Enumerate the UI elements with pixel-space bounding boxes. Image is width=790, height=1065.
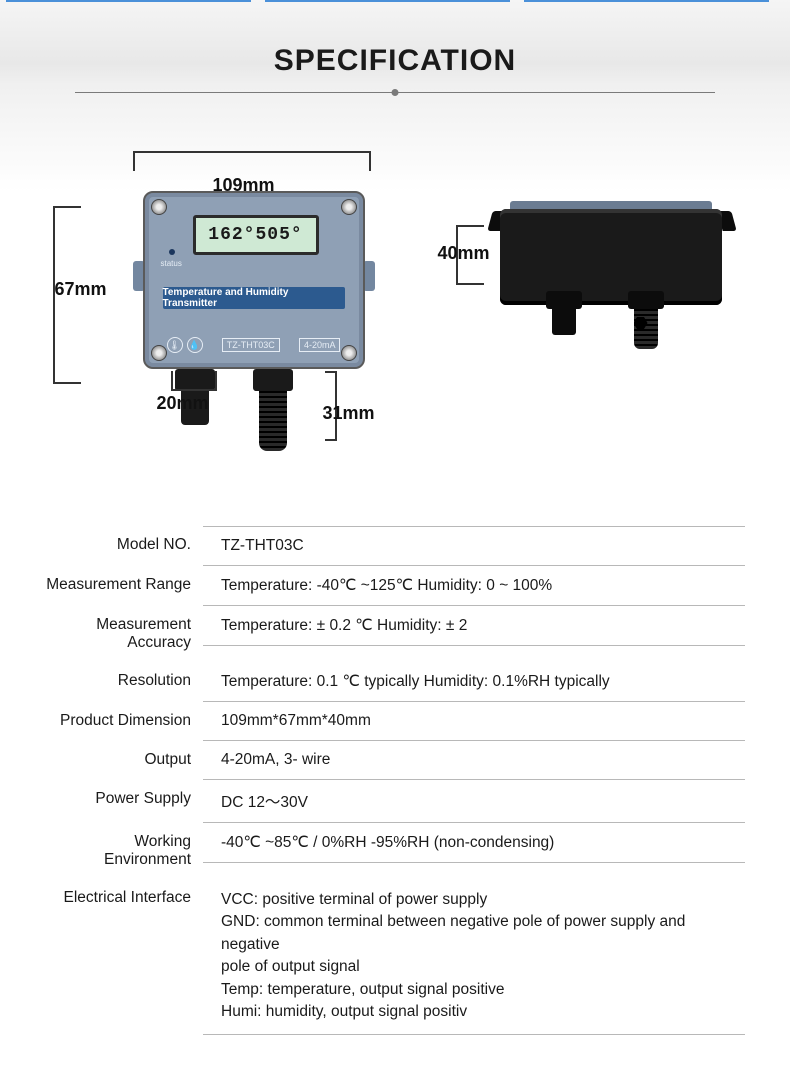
side-view-figure: 40mm <box>438 151 738 361</box>
spec-label: Measurement Range <box>45 566 203 604</box>
spec-row: Electrical InterfaceVCC: positive termin… <box>45 879 745 1035</box>
spec-table: Model NO.TZ-THT03CMeasurement RangeTempe… <box>45 526 745 1035</box>
spec-row: Output4-20mA, 3- wire <box>45 741 745 780</box>
spec-value: TZ-THT03C <box>203 526 745 566</box>
product-figures: 109mm 67mm 162°505° status Temperature a… <box>0 151 790 466</box>
accent-bar <box>6 0 251 2</box>
screw-icon <box>341 345 357 361</box>
spec-value: -40℃ ~85℃ / 0%RH -95%RH (non-condensing) <box>203 823 745 863</box>
dimension-gland-width: 20mm <box>157 393 209 414</box>
spec-value: DC 12～30V <box>203 780 745 823</box>
droplet-icon: 💧 <box>187 337 203 353</box>
sensor-probe <box>628 291 664 335</box>
accent-bar <box>524 0 769 2</box>
dimension-bracket-gland <box>171 371 217 391</box>
dimension-probe-length: 31mm <box>323 403 375 424</box>
spec-label: Output <box>45 741 203 779</box>
spec-value: Temperature: 0.1 ℃ typically Humidity: 0… <box>203 662 745 702</box>
spec-row: Measurement AccuracyTemperature: ± 0.2 ℃… <box>45 606 745 662</box>
dimension-depth: 40mm <box>438 243 490 264</box>
spec-value: Temperature: -40℃ ~125℃ Humidity: 0 ~ 10… <box>203 566 745 606</box>
device-output-label: 4-20mA <box>299 338 341 352</box>
spec-value: VCC: positive terminal of power supplyGN… <box>203 879 745 1035</box>
device-model-label: TZ-THT03C <box>222 338 280 352</box>
status-led-icon <box>169 249 175 255</box>
lcd-display: 162°505° <box>193 215 319 255</box>
screw-icon <box>151 199 167 215</box>
spec-row: Product Dimension109mm*67mm*40mm <box>45 702 745 741</box>
spec-label: Product Dimension <box>45 702 203 740</box>
device-info-row: 🌡 💧 TZ-THT03C 4-20mA <box>167 337 341 353</box>
spec-row: ResolutionTemperature: 0.1 ℃ typically H… <box>45 662 745 702</box>
cable-gland <box>546 291 582 335</box>
device-side-top <box>510 201 712 209</box>
accent-bar <box>265 0 510 2</box>
spec-label: Electrical Interface <box>45 879 203 917</box>
spec-value: Temperature: ± 0.2 ℃ Humidity: ± 2 <box>203 606 745 646</box>
spec-value: 4-20mA, 3- wire <box>203 741 745 780</box>
front-view-figure: 109mm 67mm 162°505° status Temperature a… <box>53 151 378 466</box>
title-underline <box>75 92 715 93</box>
spec-row: Power SupplyDC 12～30V <box>45 780 745 823</box>
title-section: SPECIFICATION <box>0 4 790 103</box>
spec-label: Model NO. <box>45 526 203 564</box>
dimension-bracket-top <box>133 151 371 171</box>
spec-row: Model NO.TZ-THT03C <box>45 526 745 566</box>
spec-label: Power Supply <box>45 780 203 818</box>
status-label: status <box>161 259 182 268</box>
device-front-body: 162°505° status Temperature and Humidity… <box>143 191 365 369</box>
page-title: SPECIFICATION <box>0 44 790 78</box>
spec-row: Measurement RangeTemperature: -40℃ ~125℃… <box>45 566 745 606</box>
screw-icon <box>341 199 357 215</box>
device-side-body <box>500 209 722 305</box>
sensor-probe <box>253 369 293 425</box>
screw-icon <box>151 345 167 361</box>
thermometer-icon: 🌡 <box>167 337 183 353</box>
dimension-height: 67mm <box>55 279 107 300</box>
device-banner: Temperature and Humidity Transmitter <box>163 287 345 309</box>
spec-value: 109mm*67mm*40mm <box>203 702 745 741</box>
spec-row: Working Environment-40℃ ~85℃ / 0%RH -95%… <box>45 823 745 879</box>
spec-label: Measurement Accuracy <box>45 606 203 662</box>
spec-label: Working Environment <box>45 823 203 879</box>
spec-label: Resolution <box>45 662 203 700</box>
